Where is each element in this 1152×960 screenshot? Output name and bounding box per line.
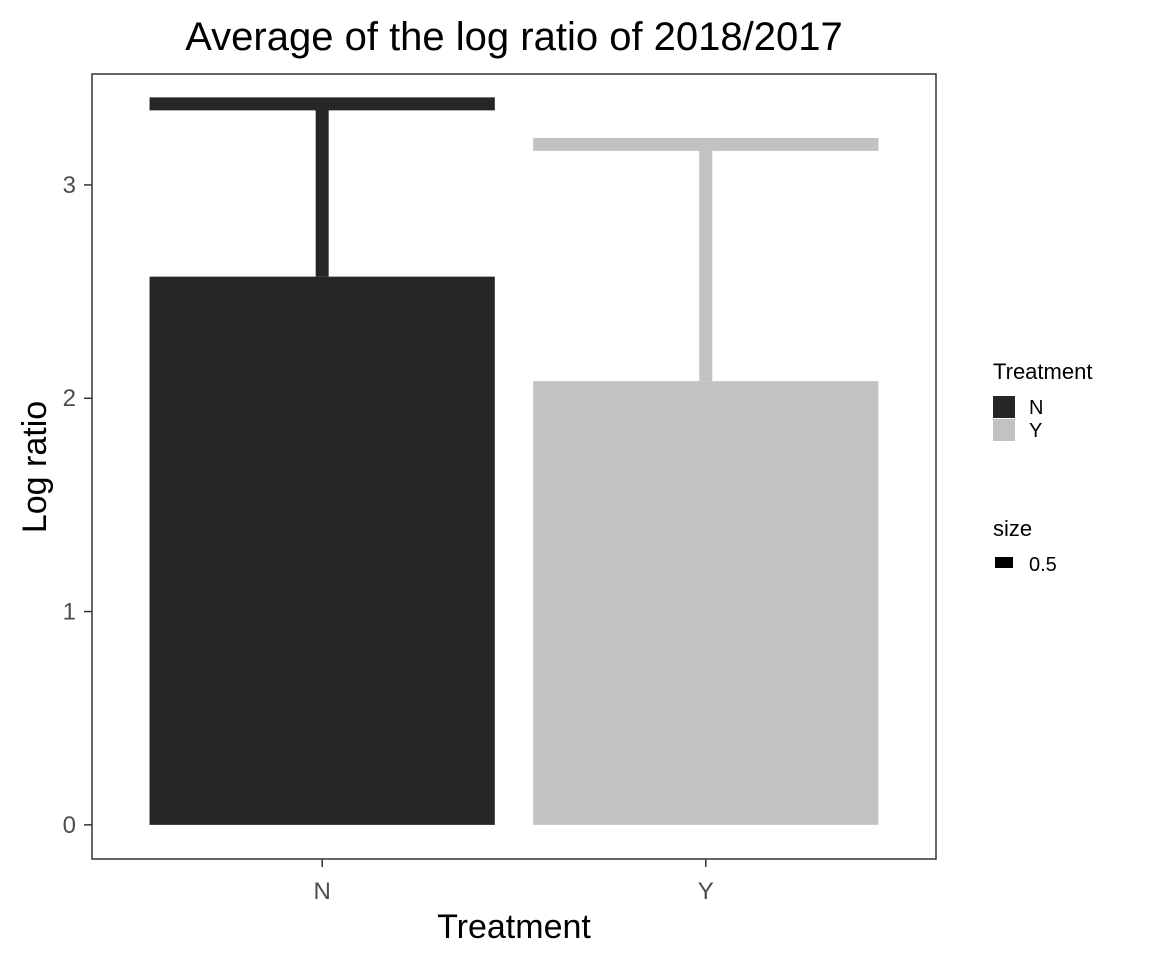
y-tick-label: 1	[63, 599, 76, 626]
legend-label-N: N	[1029, 397, 1043, 419]
x-axis-title: Treatment	[437, 908, 591, 946]
legend-key-Y	[993, 419, 1015, 441]
x-tick-label: Y	[698, 878, 714, 905]
bar-N	[149, 276, 495, 825]
y-tick-label: 3	[63, 172, 76, 199]
legend-label-size: 0.5	[1029, 554, 1057, 576]
chart-title: Average of the log ratio of 2018/2017	[185, 15, 843, 59]
bar-Y	[533, 381, 879, 825]
x-tick-label: N	[314, 878, 331, 905]
y-axis-title: Log ratio	[16, 401, 54, 533]
legend-title-size: size	[993, 516, 1032, 541]
legend-key-N	[993, 396, 1015, 418]
y-tick-label: 0	[63, 812, 76, 839]
bars-layer	[149, 276, 879, 825]
y-axis: 0 1 2 3	[63, 172, 92, 839]
legend-title-treatment: Treatment	[993, 359, 1092, 384]
y-tick-label: 2	[63, 385, 76, 412]
errorbars-layer	[149, 97, 879, 382]
legend-key-size	[995, 557, 1013, 568]
legend-label-Y: Y	[1029, 420, 1042, 442]
